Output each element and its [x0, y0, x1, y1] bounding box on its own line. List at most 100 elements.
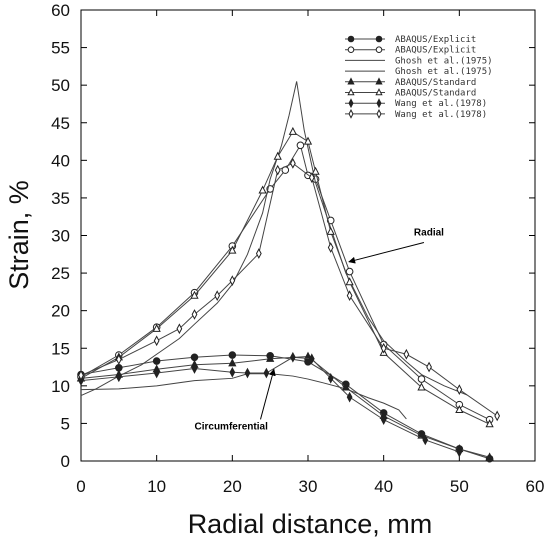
y-tick-label: 15 — [51, 339, 70, 358]
data-point — [311, 166, 320, 175]
legend-entry: Ghosh et al.(1975) — [345, 67, 493, 77]
data-point — [346, 290, 353, 301]
data-point — [78, 369, 84, 381]
legend-entry: Ghosh et al.(1975) — [345, 56, 493, 66]
annotation-label: Circumferential — [195, 421, 269, 432]
legend-label: Ghosh et al.(1975) — [395, 67, 493, 77]
data-point — [380, 414, 387, 426]
legend-marker — [376, 109, 382, 119]
legend-marker — [347, 46, 355, 54]
data-point — [345, 267, 354, 276]
data-point — [115, 371, 122, 383]
y-tick-label: 10 — [51, 377, 70, 396]
x-tick-label: 0 — [76, 477, 85, 496]
data-point — [176, 323, 183, 335]
y-tick-label: 0 — [61, 452, 70, 471]
data-point — [153, 335, 160, 347]
data-point — [341, 382, 350, 391]
y-tick-label: 35 — [51, 189, 70, 208]
y-tick-label: 60 — [51, 1, 70, 20]
y-axis-title: Strain, % — [4, 180, 34, 290]
data-point — [485, 452, 494, 461]
series-line — [80, 354, 490, 460]
data-point — [152, 357, 161, 365]
data-point — [380, 342, 387, 354]
data-point — [273, 151, 282, 160]
y-tick-label: 55 — [51, 39, 70, 58]
data-point — [345, 277, 354, 286]
data-point — [274, 164, 281, 176]
data-point — [308, 172, 315, 183]
data-point — [190, 353, 199, 362]
legend-label: ABAQUS/Explicit — [395, 46, 476, 56]
data-point — [153, 367, 160, 379]
data-point — [456, 384, 463, 395]
series-line — [80, 81, 468, 397]
x-tick-label: 40 — [374, 477, 393, 496]
data-point — [456, 446, 463, 458]
data-point — [191, 309, 198, 320]
data-point — [263, 367, 270, 379]
annotation-arrow — [260, 368, 276, 420]
y-tick-label: 50 — [51, 76, 70, 95]
data-point — [308, 353, 315, 365]
legend-label: Wang et al.(1978) — [395, 110, 487, 120]
y-tick-label: 25 — [51, 264, 70, 283]
data-point — [115, 354, 122, 365]
axis-tick-labels: 0 10 20 30 40 50 60 0 5 10 15 20 25 30 35 40 45 50 55 60 — [51, 1, 544, 496]
series-line — [80, 356, 490, 458]
series-line — [80, 162, 498, 417]
legend-marker — [347, 35, 355, 43]
x-tick-label: 50 — [450, 477, 469, 496]
data-point — [327, 242, 334, 253]
annotation-label: Radial — [414, 228, 444, 239]
series-1 — [77, 141, 494, 424]
series-5 — [76, 126, 494, 428]
x-axis-title: Radial distance, mm — [188, 509, 433, 539]
data-point — [494, 410, 501, 422]
series-line — [80, 144, 490, 421]
legend-marker — [347, 77, 355, 85]
data-point — [455, 404, 464, 414]
legend-entry: Wang et al.(1978) — [345, 98, 487, 109]
legend-marker — [347, 88, 355, 96]
data-point — [289, 351, 296, 363]
legend-label: ABAQUS/Standard — [395, 89, 476, 99]
legend-marker — [375, 46, 383, 54]
y-tick-label: 30 — [51, 227, 70, 246]
y-tick-label: 20 — [51, 302, 70, 321]
legend-marker — [375, 88, 383, 96]
series-2 — [80, 81, 468, 397]
data-point — [228, 358, 237, 367]
data-point — [191, 363, 198, 374]
legend-entry: ABAQUS/Explicit — [345, 46, 476, 56]
legend-entry: Wang et al.(1978) — [345, 109, 487, 120]
y-tick-label: 40 — [51, 151, 70, 170]
legend-entry: ABAQUS/Standard — [345, 77, 476, 88]
series-7 — [78, 157, 501, 422]
legend-marker — [376, 98, 382, 109]
legend-entry: ABAQUS/Standard — [345, 88, 476, 99]
legend-label: ABAQUS/Standard — [395, 78, 476, 88]
data-point — [403, 348, 410, 360]
legend-entry: ABAQUS/Explicit — [345, 35, 476, 45]
legend-label: Ghosh et al.(1975) — [395, 56, 493, 66]
data-point — [303, 136, 313, 145]
legend-label: ABAQUS/Explicit — [395, 35, 476, 45]
series-line — [80, 131, 490, 425]
data-point — [417, 375, 426, 383]
data-point — [214, 290, 221, 301]
data-point — [229, 275, 236, 286]
annotation-arrow — [348, 242, 425, 264]
x-tick-label: 60 — [526, 477, 545, 496]
series-line — [80, 356, 460, 453]
data-point — [228, 351, 237, 359]
x-tick-label: 20 — [223, 477, 242, 496]
legend-marker — [375, 77, 383, 85]
data-point — [417, 382, 426, 391]
legend-marker — [375, 35, 383, 43]
data-point — [346, 391, 353, 403]
data-point — [228, 245, 237, 254]
data-point — [296, 141, 305, 150]
